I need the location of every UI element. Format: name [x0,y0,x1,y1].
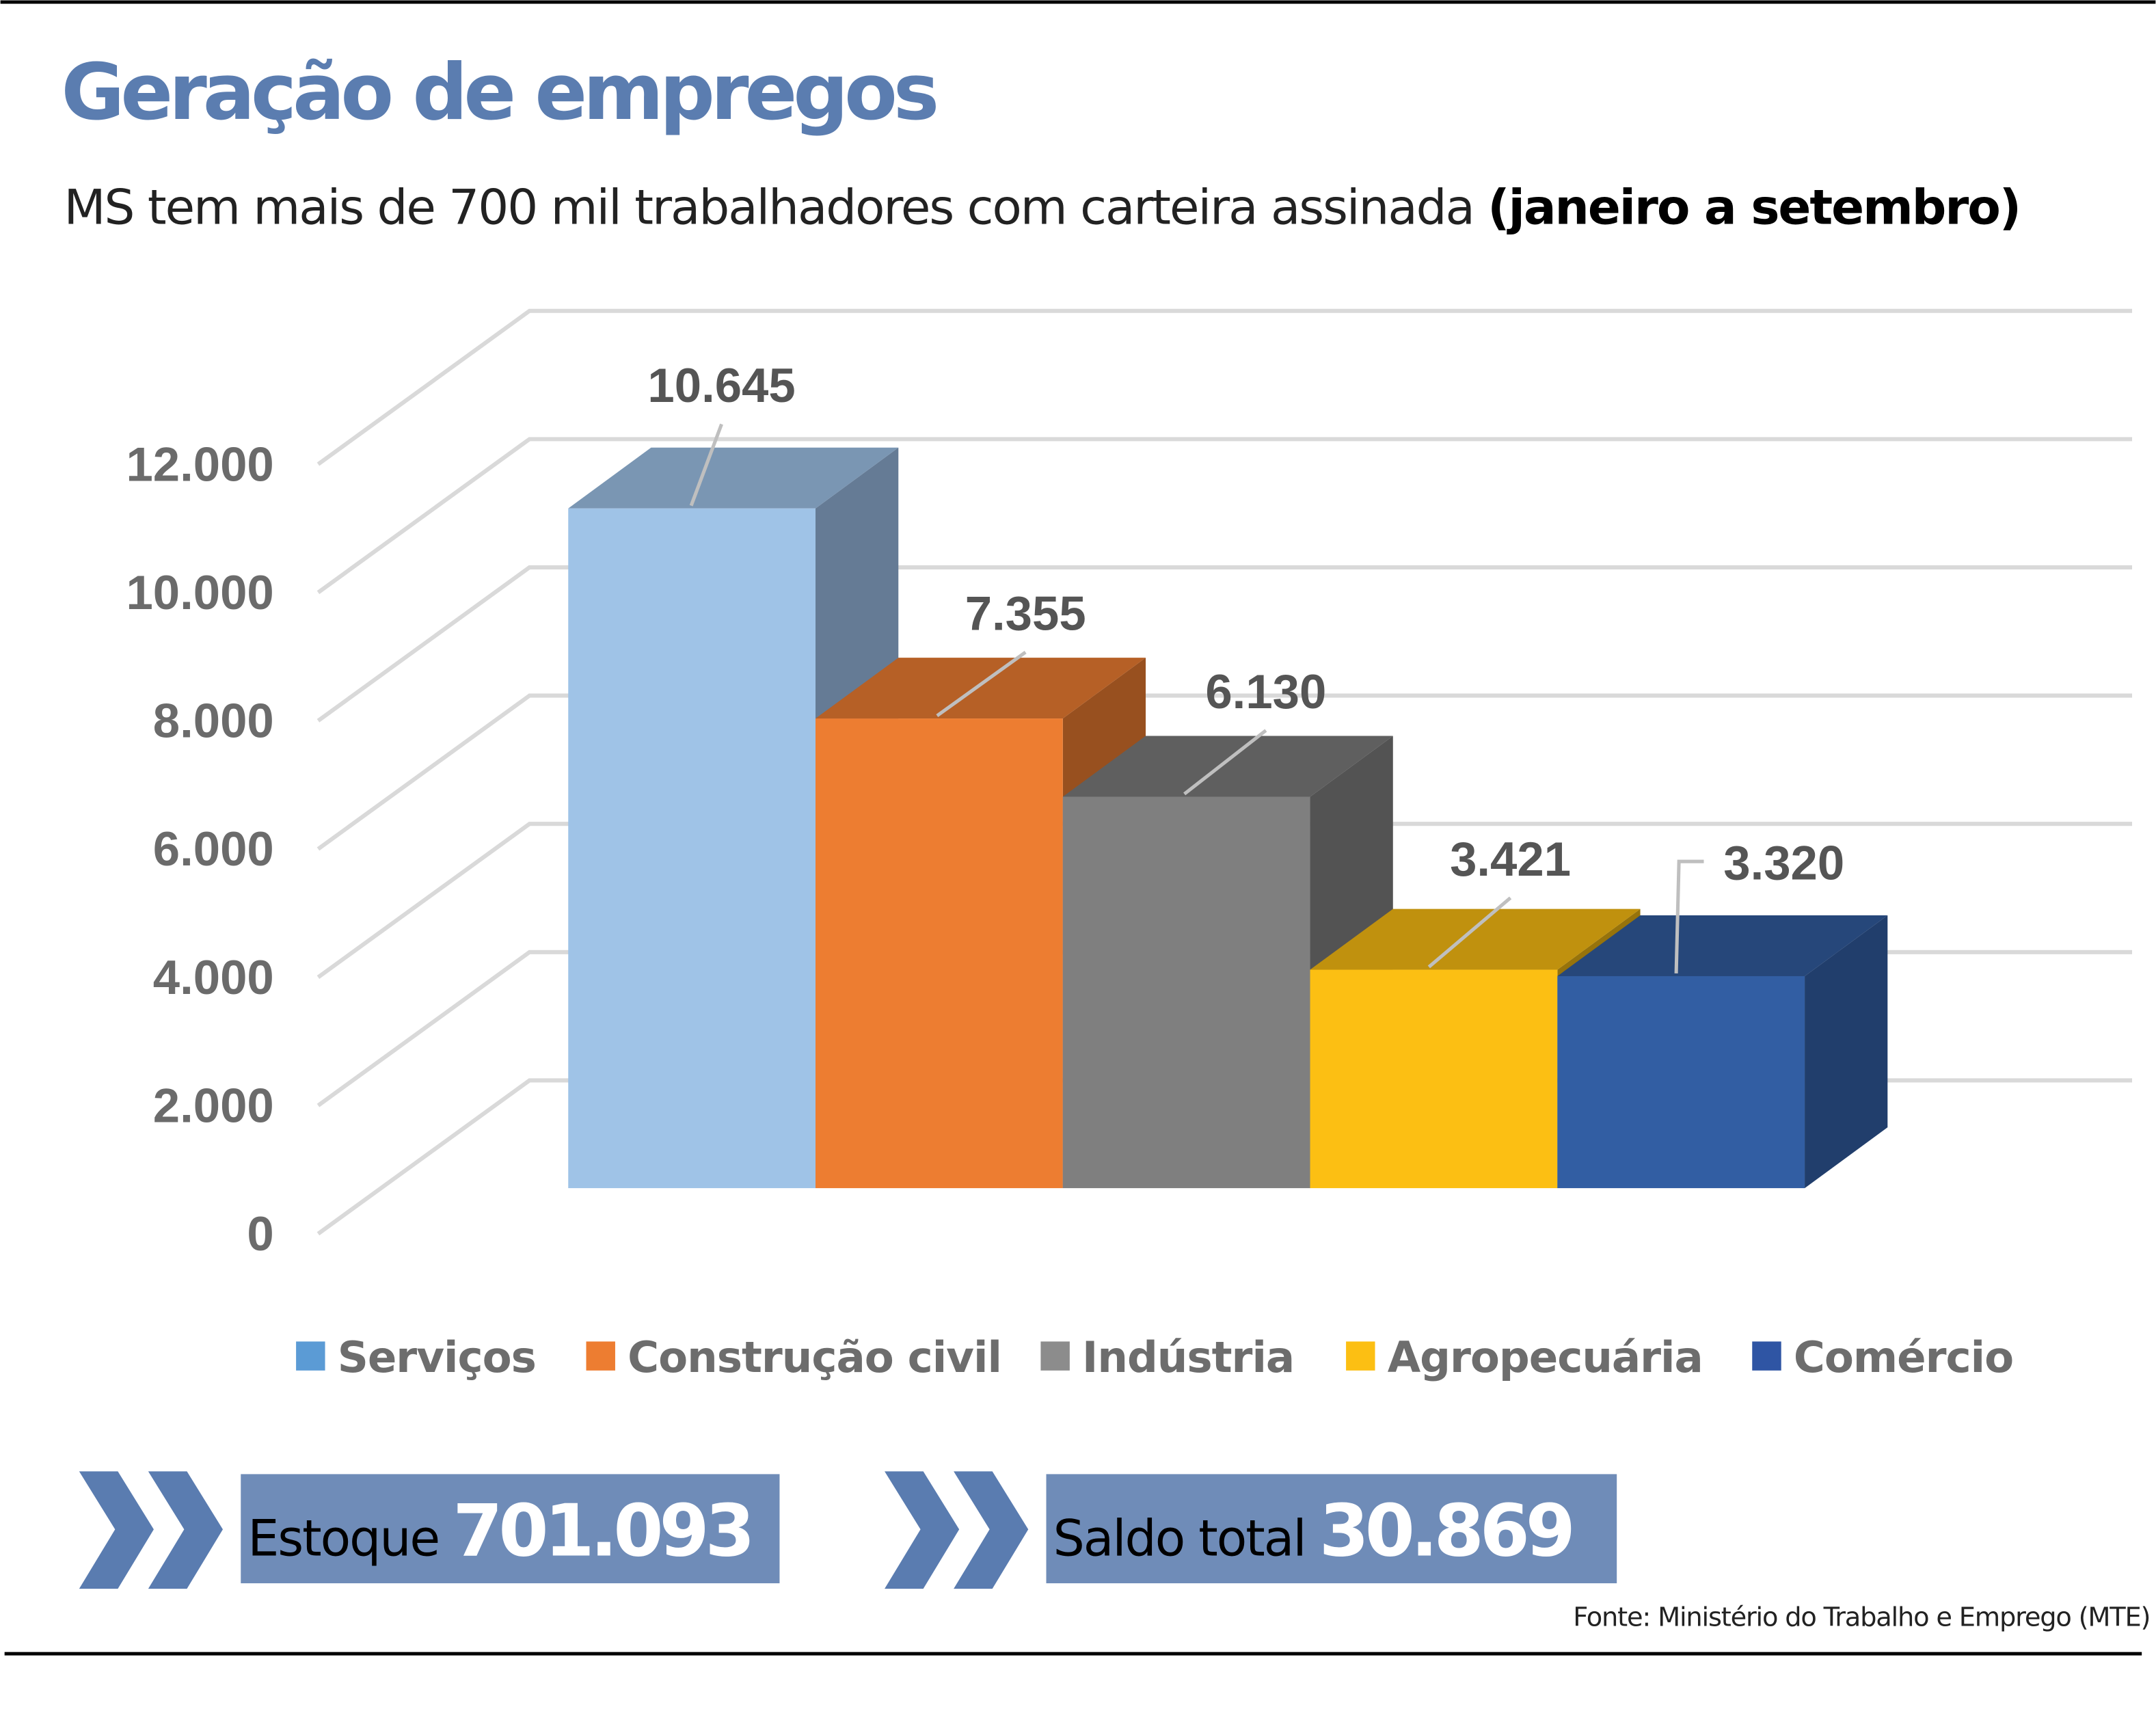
legend-label: Indústria [1082,1332,1294,1382]
y-tick-label: 2.000 [153,1078,274,1132]
legend-label: Comércio [1794,1332,2013,1382]
summary-label: Estoque [247,1510,439,1568]
bar-front [816,718,1063,1189]
gridline [316,822,2133,979]
legend-item: Agropecuária [1346,1332,1703,1382]
gridline [316,693,2133,851]
summary-box [241,1474,780,1584]
legend-swatch [1346,1341,1375,1371]
legend-label: Serviços [338,1332,536,1382]
y-tick-label: 4.000 [153,950,274,1004]
data-label: 3.421 [1450,832,1571,886]
data-label: 3.320 [1723,835,1844,889]
chart-bars [568,447,1888,1189]
bar-top [568,447,899,509]
summary-label: Saldo total [1053,1510,1306,1568]
leader-line [1427,896,1512,969]
chevron-icon [885,1471,960,1589]
source-note: Fonte: Ministério do Trabalho e Emprego … [1573,1602,2150,1633]
bar-top [1062,736,1393,797]
legend-swatch [1752,1341,1781,1371]
summary-box [1046,1474,1617,1584]
legend-swatch [1040,1341,1070,1371]
y-axis: 0 2.000 4.000 6.000 8.000 10.000 12.000 [126,437,273,1261]
bar-front [568,508,816,1189]
y-tick-label: 0 [247,1207,273,1261]
summary-text: Saldo total 30.869 [1053,1489,1572,1573]
chevron-icon [148,1471,223,1589]
leader-line [689,423,723,507]
page-title: Geração de empregos [62,47,936,137]
bar-top [816,658,1146,719]
y-tick-label: 8.000 [153,694,274,748]
chevron-icon [79,1471,154,1589]
legend-label: Agropecuária [1388,1332,1703,1382]
data-labels: 10.645 7.355 6.130 3.421 3.320 [647,358,1844,973]
legend-swatch [296,1341,325,1371]
subtitle-text: MS tem mais de 700 mil trabalhadores com… [64,178,1488,235]
legend-item: Serviços [296,1332,537,1382]
data-label: 6.130 [1205,664,1326,718]
legend-item: Construção civil [586,1332,1002,1382]
summary-value: 30.869 [1319,1489,1572,1573]
subtitle-bold: (janeiro a setembro) [1487,178,2020,235]
subtitle: MS tem mais de 700 mil trabalhadores com… [64,178,2021,235]
summary-saldo: Saldo total 30.869 [885,1471,1617,1589]
gridline [316,437,2133,595]
legend: Serviços Construção civil Indústria Agropec… [296,1332,2014,1382]
legend-swatch [586,1341,615,1371]
data-label: 10.645 [647,358,795,412]
bar-front [1062,796,1310,1189]
chart-grid [316,308,2133,1236]
leader-line [1674,859,1704,973]
gridline [316,565,2133,723]
y-tick-label: 12.000 [126,437,273,491]
bar-comércio [1557,915,1888,1189]
bar-serviços [568,447,899,1189]
leader-line [936,650,1027,718]
bar-front [1557,975,1805,1189]
summary-estoque: Estoque 701.093 [79,1471,780,1589]
legend-item: Comércio [1752,1332,2014,1382]
bar-top [1557,915,1888,976]
bar-top [1310,909,1641,970]
legend-label: Construção civil [628,1332,1001,1382]
bar-front [1310,969,1558,1189]
chevron-icon [954,1471,1029,1589]
legend-item: Indústria [1040,1332,1295,1382]
data-label: 7.355 [965,587,1086,641]
bar-side [1805,915,1888,1189]
leader-line [1183,729,1267,796]
summary-text: Estoque 701.093 [247,1489,751,1573]
y-tick-label: 6.000 [153,822,274,876]
gridline [316,308,2133,466]
y-tick-label: 10.000 [126,565,273,619]
summary-value: 701.093 [453,1489,751,1573]
